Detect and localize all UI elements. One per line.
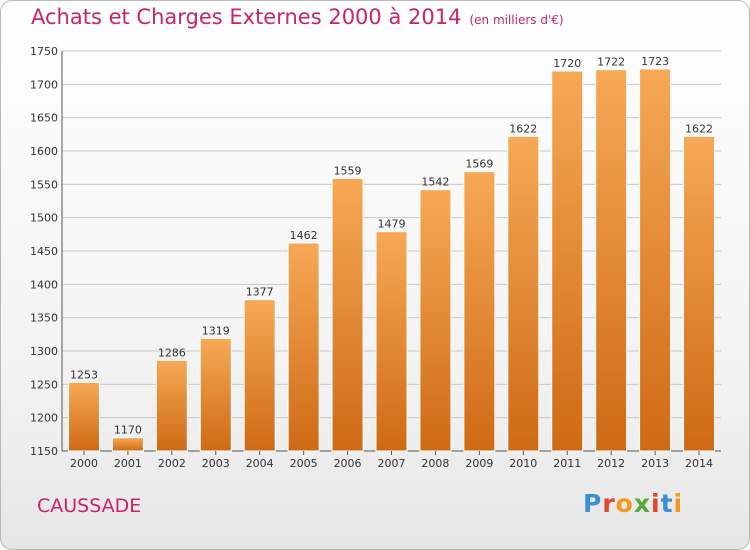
- logo-letter: t: [660, 489, 674, 518]
- data-label-2009: 1569: [465, 158, 493, 171]
- y-tick-label: 1450: [30, 245, 58, 258]
- x-tick-label-2013: 2013: [641, 457, 669, 470]
- x-tick-label-2000: 2000: [70, 457, 98, 470]
- bar-2000: [67, 381, 100, 452]
- x-tick-label-2010: 2010: [509, 457, 537, 470]
- logo-letter: P: [583, 489, 603, 518]
- x-tick-label-2004: 2004: [246, 457, 274, 470]
- data-label-2011: 1720: [553, 57, 581, 70]
- bar-2004: [243, 299, 276, 452]
- data-label-2000: 1253: [70, 368, 98, 381]
- bar-2007: [375, 231, 408, 452]
- data-label-2010: 1622: [509, 122, 537, 135]
- bar-2002: [155, 359, 188, 452]
- x-tick-label-2002: 2002: [158, 457, 186, 470]
- y-tick-label: 1200: [30, 412, 58, 425]
- bar-2001: [111, 437, 144, 452]
- data-label-2005: 1462: [290, 229, 318, 242]
- y-tick-label: 1150: [30, 445, 58, 458]
- data-label-2002: 1286: [158, 346, 186, 359]
- bar-2006: [331, 177, 364, 452]
- y-tick-label: 1600: [30, 145, 58, 158]
- x-tick-label-2014: 2014: [685, 457, 713, 470]
- x-tick-label-2009: 2009: [465, 457, 493, 470]
- x-tick-label-2001: 2001: [114, 457, 142, 470]
- data-label-2003: 1319: [202, 324, 230, 337]
- bar-2005: [287, 242, 320, 452]
- bar-2003: [199, 337, 232, 452]
- y-tick-label: 1500: [30, 212, 58, 225]
- x-tick-label-2011: 2011: [553, 457, 581, 470]
- chart-title-text: Achats et Charges Externes 2000 à 2014: [31, 5, 462, 29]
- chart-title: Achats et Charges Externes 2000 à 2014 (e…: [31, 5, 564, 29]
- data-label-2014: 1622: [685, 122, 713, 135]
- y-tick-label: 1750: [30, 45, 58, 58]
- logo-letter: o: [615, 489, 634, 518]
- bar-2013: [639, 68, 672, 452]
- data-label-2004: 1377: [246, 286, 274, 299]
- y-tick-label: 1250: [30, 378, 58, 391]
- y-tick-label: 1700: [30, 78, 58, 91]
- data-label-2013: 1723: [641, 55, 669, 68]
- bar-2009: [463, 171, 496, 452]
- y-tick-label: 1300: [30, 345, 58, 358]
- bar-2014: [683, 135, 716, 452]
- logo-letter: x: [633, 489, 651, 518]
- x-tick-label-2006: 2006: [334, 457, 362, 470]
- proxiti-logo: Proxiti: [583, 489, 683, 518]
- bar-2010: [507, 135, 540, 452]
- logo-letter: i: [673, 489, 684, 518]
- bar-2012: [595, 69, 628, 452]
- y-tick-label: 1400: [30, 278, 58, 291]
- logo-letter: r: [602, 489, 616, 518]
- bar-2008: [419, 189, 452, 452]
- bar-2011: [551, 70, 584, 452]
- data-label-2001: 1170: [114, 424, 142, 437]
- y-tick-label: 1550: [30, 178, 58, 191]
- data-label-2008: 1542: [421, 176, 449, 189]
- chart-subtitle: (en milliers d'€): [469, 13, 564, 27]
- logo-letter: i: [651, 489, 661, 518]
- place-name: CAUSSADE: [37, 495, 142, 517]
- data-label-2012: 1722: [597, 56, 625, 69]
- x-tick-label-2005: 2005: [290, 457, 318, 470]
- data-label-2007: 1479: [378, 218, 406, 231]
- x-tick-label-2003: 2003: [202, 457, 230, 470]
- x-tick-label-2007: 2007: [378, 457, 406, 470]
- y-tick-label: 1650: [30, 112, 58, 125]
- x-tick-label-2008: 2008: [421, 457, 449, 470]
- x-tick-label-2012: 2012: [597, 457, 625, 470]
- data-label-2006: 1559: [334, 164, 362, 177]
- y-tick-label: 1350: [30, 312, 58, 325]
